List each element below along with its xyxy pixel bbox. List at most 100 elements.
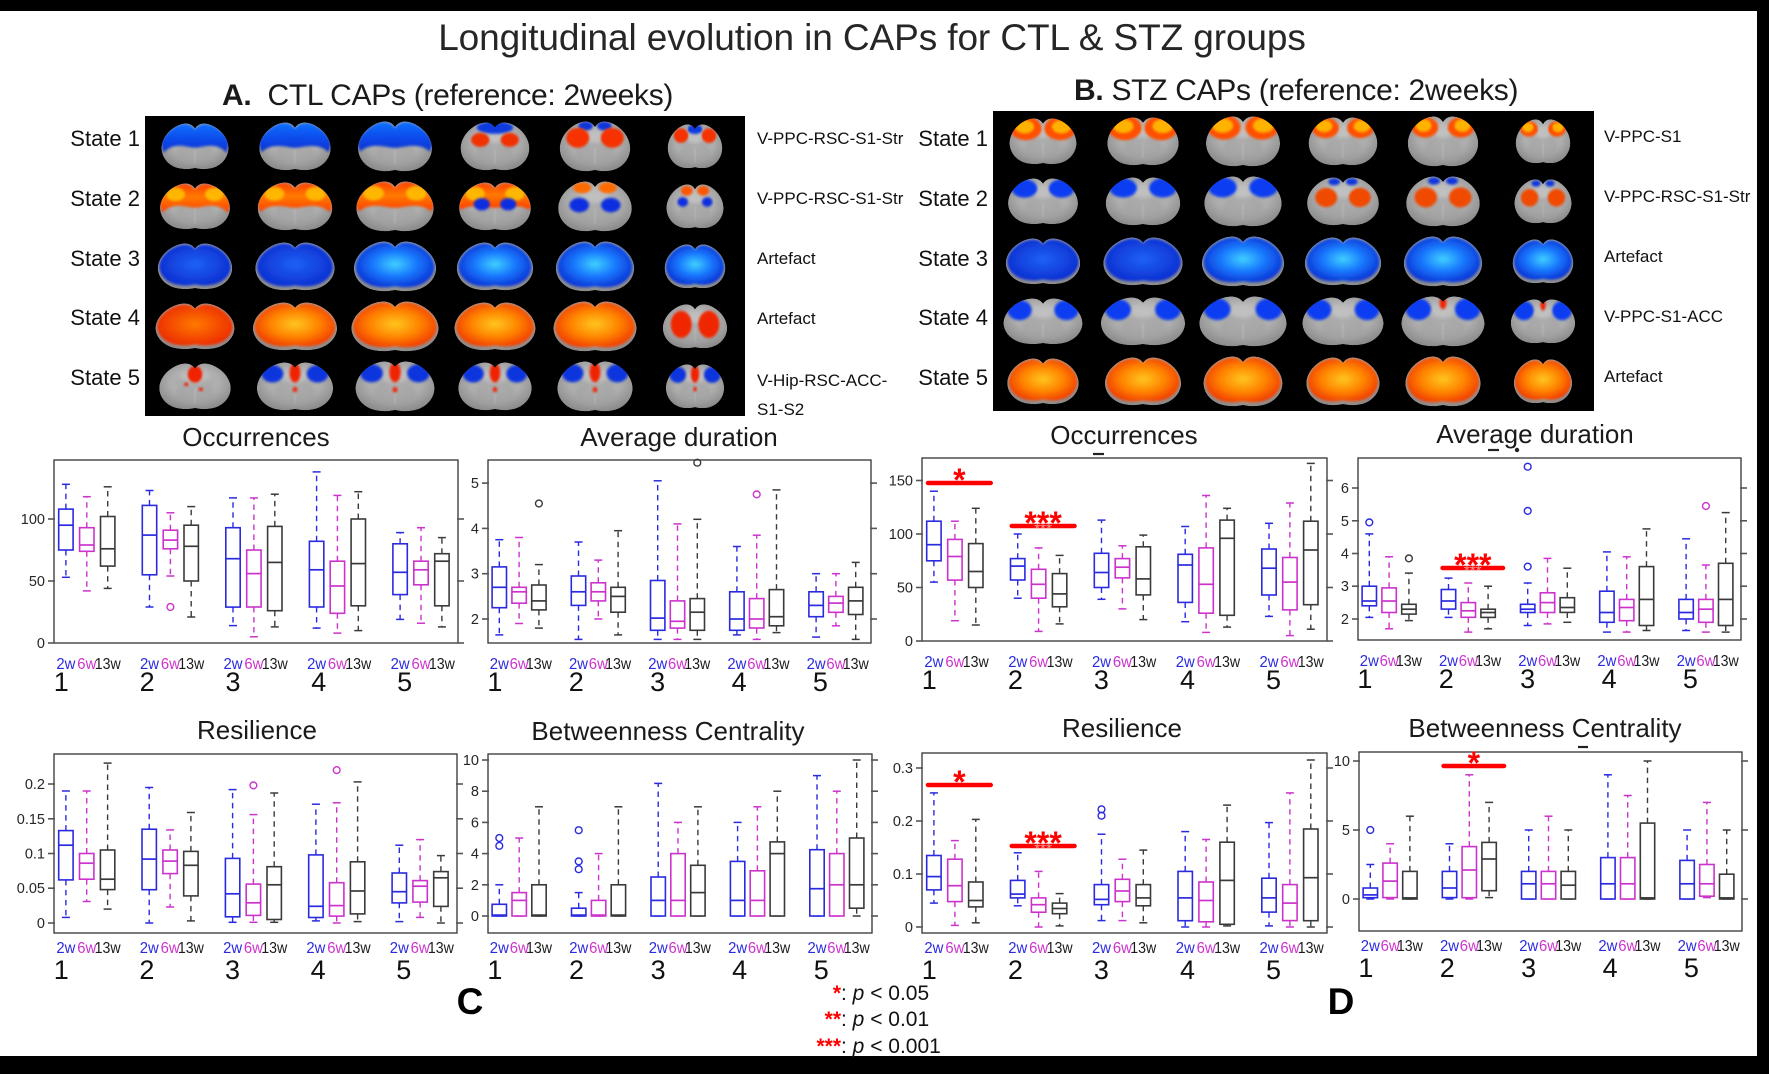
svg-text:Resilience: Resilience (197, 718, 317, 745)
svg-text:6w: 6w (77, 940, 96, 957)
svg-text:6w: 6w (1696, 653, 1715, 670)
svg-text:0: 0 (1342, 892, 1350, 908)
svg-text:6w: 6w (1113, 940, 1132, 957)
svg-text:13w: 13w (1214, 940, 1240, 957)
svg-text:6w: 6w (668, 656, 687, 673)
svg-text:3: 3 (1094, 955, 1109, 985)
svg-text:5: 5 (1683, 664, 1698, 694)
svg-text:6w: 6w (1697, 938, 1716, 955)
svg-text:2w: 2w (1361, 938, 1380, 955)
svg-text:4: 4 (471, 521, 479, 537)
svg-text:13w: 13w (843, 656, 869, 673)
svg-text:Occurrences: Occurrences (1050, 422, 1197, 450)
svg-text:13w: 13w (1475, 653, 1501, 670)
svg-text:Occurrences: Occurrences (182, 424, 329, 452)
svg-text:13w: 13w (685, 940, 711, 957)
svg-text:13w: 13w (1555, 938, 1581, 955)
svg-text:13w: 13w (178, 940, 204, 957)
svg-text:13w: 13w (95, 940, 121, 957)
svg-text:13w: 13w (1635, 938, 1661, 955)
svg-text:2w: 2w (223, 940, 242, 957)
svg-text:2w: 2w (807, 656, 826, 673)
svg-text:13w: 13w (1298, 940, 1324, 957)
svg-text:2w: 2w (1677, 653, 1696, 670)
svg-text:10: 10 (1334, 754, 1350, 770)
svg-text:***: *** (1024, 505, 1062, 541)
svg-text:13w: 13w (178, 656, 204, 673)
svg-text:6w: 6w (747, 656, 766, 673)
svg-text:6w: 6w (327, 940, 346, 957)
svg-text:2w: 2w (1260, 940, 1279, 957)
svg-text:2w: 2w (1439, 653, 1458, 670)
svg-text:Average duration: Average duration (580, 424, 778, 452)
svg-text:6w: 6w (412, 656, 431, 673)
svg-text:13w: 13w (1396, 653, 1422, 670)
svg-text:6w: 6w (1459, 653, 1478, 670)
svg-text:2w: 2w (1360, 653, 1379, 670)
svg-text:13w: 13w (1214, 654, 1240, 671)
svg-text:***: *** (1034, 841, 1052, 858)
svg-text:2w: 2w (490, 656, 509, 673)
svg-text:13w: 13w (95, 656, 121, 673)
svg-text:1: 1 (54, 955, 69, 985)
svg-text:2: 2 (1440, 953, 1455, 983)
svg-text:13w: 13w (526, 940, 552, 957)
svg-text:13w: 13w (345, 940, 371, 957)
svg-text:2w: 2w (1092, 654, 1111, 671)
svg-text:*: * (953, 764, 966, 800)
svg-text:0.1: 0.1 (893, 867, 913, 883)
svg-text:6w: 6w (826, 656, 845, 673)
svg-text:0.1: 0.1 (25, 847, 45, 863)
svg-text:6w: 6w (77, 656, 96, 673)
svg-text:2: 2 (1008, 955, 1023, 985)
svg-text:3: 3 (471, 567, 479, 583)
svg-text:2: 2 (139, 955, 154, 985)
svg-text:4: 4 (1603, 953, 1618, 983)
svg-text:1: 1 (54, 667, 69, 697)
svg-text:2w: 2w (808, 940, 827, 957)
svg-text:***: *** (1454, 547, 1492, 583)
svg-text:13w: 13w (261, 940, 287, 957)
svg-text:13w: 13w (428, 940, 454, 957)
svg-text:1: 1 (922, 955, 937, 985)
svg-text:6w: 6w (589, 940, 608, 957)
svg-text:3: 3 (1520, 664, 1535, 694)
svg-text:2w: 2w (140, 656, 159, 673)
svg-text:1: 1 (1358, 953, 1373, 983)
svg-text:4: 4 (1602, 664, 1617, 694)
svg-text:4: 4 (1341, 547, 1349, 563)
svg-text:2w: 2w (569, 656, 588, 673)
svg-text:***: *** (1024, 825, 1062, 861)
svg-text:4: 4 (471, 847, 479, 863)
svg-text:2w: 2w (56, 940, 75, 957)
svg-text:2w: 2w (306, 940, 325, 957)
svg-text:6w: 6w (161, 940, 180, 957)
svg-text:0.2: 0.2 (25, 777, 45, 793)
svg-text:13w: 13w (1130, 654, 1156, 671)
svg-text:6w: 6w (1539, 938, 1558, 955)
svg-text:2w: 2w (1678, 938, 1697, 955)
svg-text:4: 4 (732, 667, 747, 697)
svg-text:6w: 6w (1113, 654, 1132, 671)
svg-text:2w: 2w (1518, 653, 1537, 670)
svg-text:3: 3 (651, 955, 666, 985)
svg-text:2w: 2w (490, 940, 509, 957)
svg-text:2w: 2w (307, 656, 326, 673)
svg-text:6w: 6w (1197, 654, 1216, 671)
svg-text:3: 3 (1521, 953, 1536, 983)
svg-text:2: 2 (569, 955, 584, 985)
svg-text:5: 5 (1684, 953, 1699, 983)
svg-text:6w: 6w (244, 940, 263, 957)
svg-text:6w: 6w (1617, 653, 1636, 670)
svg-text:13w: 13w (764, 940, 790, 957)
svg-text:6w: 6w (827, 940, 846, 957)
svg-text:13w: 13w (605, 940, 631, 957)
svg-text:3: 3 (650, 667, 665, 697)
svg-text:2w: 2w (924, 940, 943, 957)
svg-text:0: 0 (37, 636, 45, 652)
svg-text:6w: 6w (945, 940, 964, 957)
svg-text:6w: 6w (1380, 653, 1399, 670)
svg-text:1: 1 (487, 667, 502, 697)
svg-text:5: 5 (1342, 823, 1350, 839)
svg-text:13w: 13w (1476, 938, 1502, 955)
